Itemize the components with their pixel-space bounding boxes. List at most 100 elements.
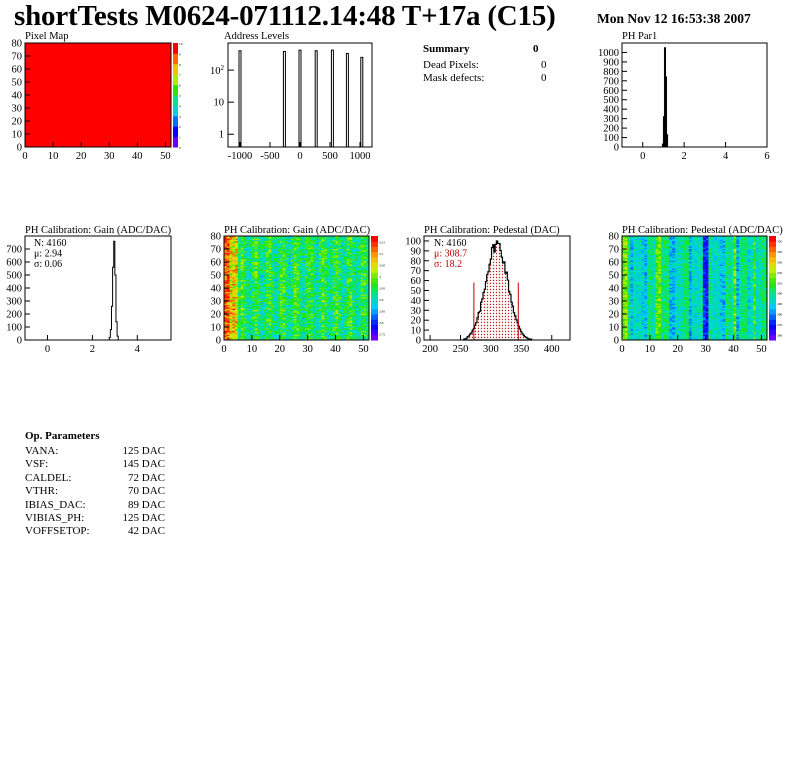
ph_gain_map-palette-cell	[371, 236, 378, 242]
page-title: shortTests M0624-071112.14:48 T+17a (C15…	[14, 0, 556, 32]
ph_pedestal_map-xtick-label: 10	[645, 344, 656, 355]
ph_pedestal_map-xtick-label: 40	[728, 344, 739, 355]
ph_gain_map-xtick-label: 50	[358, 344, 369, 355]
ph_gain_hist-ytick-label: 700	[6, 245, 22, 256]
ph_pedestal_map-xtick-label: 0	[619, 344, 624, 355]
ph_pedestal_map-palette-cell	[769, 277, 776, 284]
pixel-map-palette-cell	[173, 74, 178, 86]
ph_pedestal_map-palette-label: 330	[777, 261, 783, 265]
pixel_map-xtick-label: 0	[22, 151, 27, 162]
ph_pedestal_map-palette-cell	[769, 314, 776, 320]
pixel-map-palette-label: 5	[179, 94, 181, 98]
ph_gain_map-palette-cell	[371, 267, 378, 273]
ph_par1-xtick-label: 0	[640, 151, 645, 162]
op-param-label: VANA:	[25, 445, 59, 457]
ph_gain_map-cells	[224, 236, 370, 341]
ph_gain_map-ytick-label: 10	[211, 323, 222, 334]
op-param-value: 72 DAC	[128, 471, 165, 484]
summary-mask-defects-value: 0	[541, 72, 547, 84]
ph_pedestal_map-ytick-label: 50	[609, 271, 620, 282]
ph_gain_hist-ytick-label: 0	[17, 336, 22, 347]
pixel-map-palette-cell	[173, 105, 178, 117]
pixel-map-palette-label: 3	[179, 115, 181, 119]
op-param-label: VTHR:	[25, 485, 58, 498]
ph_par1-xtick-label: 6	[764, 151, 769, 162]
ph_pedestal_map-palette-label: 300	[777, 292, 783, 296]
ph_gain_map-palette-cell	[371, 293, 378, 299]
op-parameters-title: Op. Parameters	[25, 430, 100, 442]
ph-gain-hist-stat: μ: 2.94	[34, 249, 62, 260]
ph_pedestal_map-ytick-label: 10	[609, 323, 620, 334]
address_levels-title: Address Levels	[224, 31, 289, 42]
ph_gain_map-palette-cell	[371, 262, 378, 268]
ph_pedestal_hist-title: PH Calibration: Pedestal (DAC)	[424, 225, 560, 236]
pixel_map-title: Pixel Map	[25, 31, 68, 42]
ph_pedestal_hist-ytick-label: 20	[411, 316, 422, 327]
ph_pedestal_map-palette-cell	[769, 329, 776, 336]
ph-pedestal-hist-line	[462, 240, 533, 341]
ph_gain_map-title: PH Calibration: Gain (ADC/DAC)	[224, 225, 371, 236]
ph-gain-hist-stat: σ: 0.06	[34, 259, 62, 270]
ph_gain_map-palette-label: 2.75	[379, 333, 385, 337]
ph_pedestal_map-ytick-label: 80	[609, 232, 620, 243]
pixel_map-ytick-label: 20	[12, 117, 23, 128]
ph_gain_map-ytick-label: 20	[211, 310, 222, 321]
ph_pedestal_map-palette-label: 350	[777, 240, 783, 244]
ph_pedestal_hist-ytick-label: 90	[411, 246, 422, 257]
ph_gain_map-palette-cell	[371, 334, 378, 341]
ph-par1-bin	[666, 134, 669, 147]
op-param-row: VIBIAS_PH: 125 DAC	[25, 512, 165, 525]
ph_gain_map-palette-cell	[371, 246, 378, 253]
ph_gain_hist-ytick-label: 500	[6, 271, 22, 282]
ph_pedestal_hist-ytick-label: 50	[411, 286, 422, 297]
pixel-map-palette-cell	[173, 136, 178, 148]
ph_gain_map-xtick-label: 40	[330, 344, 341, 355]
ph_gain_map-palette-cell	[371, 251, 378, 258]
ph_pedestal_map-ytick-label: 30	[609, 297, 620, 308]
ph_pedestal_map-palette-cell	[769, 267, 776, 273]
ph_par1-ytick-label: 600	[603, 86, 619, 97]
ph_par1-ytick-label: 700	[603, 76, 619, 87]
pixel-map-palette-label: 9	[179, 52, 181, 56]
ph_pedestal_hist-ytick-label: 30	[411, 306, 422, 317]
ph_pedestal_hist-xtick-label: 350	[513, 344, 529, 355]
pixel-map-palette-cell	[173, 63, 178, 75]
ph_pedestal_map-palette-label: 290	[777, 302, 783, 306]
ph_gain_map-palette-label: 3.05	[379, 263, 385, 267]
address-levels-ytick-label: 1	[219, 130, 224, 141]
ph_gain_map-ytick-label: 0	[216, 336, 221, 347]
ph_pedestal_map-palette-cell	[769, 288, 776, 294]
ph_gain_map-palette-label: 2.95	[379, 287, 385, 291]
ph_gain_map-xtick-label: 30	[302, 344, 313, 355]
ph_gain_map-palette-label: 3.15	[379, 240, 385, 244]
pixel-map-palette-cell	[173, 126, 178, 138]
ph_pedestal_hist-xtick-label: 200	[422, 344, 438, 355]
ph_gain_hist-ytick-label: 600	[6, 258, 22, 269]
ph_gain_map-xtick-label: 20	[275, 344, 286, 355]
ph_gain_map-ytick-label: 50	[211, 271, 222, 282]
ph_par1-ytick-label: 200	[603, 124, 619, 135]
ph_gain_map-palette-label: 2.9	[379, 298, 384, 302]
ph_par1-ytick-label: 0	[614, 143, 619, 154]
ph_pedestal_map-ytick-label: 60	[609, 258, 620, 269]
ph_gain_hist-xtick-label: 0	[45, 344, 50, 355]
ph_pedestal_map-palette-cell	[769, 293, 776, 299]
ph-gain-hist-line	[108, 240, 119, 340]
pixel-map-palette-label: 2	[179, 125, 181, 129]
pixel-map-palette-cell	[173, 53, 178, 65]
ph_par1-ytick-label: 900	[603, 57, 619, 68]
address-levels-peak	[330, 49, 334, 147]
op-param-label: VIBIAS_PH:	[25, 511, 85, 524]
ph_par1-ytick-label: 500	[603, 95, 619, 106]
ph_pedestal_hist-xtick-label: 300	[483, 344, 499, 355]
ph_pedestal_map-palette-label: 320	[777, 271, 783, 275]
ph_gain_map-ytick-label: 70	[211, 245, 222, 256]
ph_gain_map-palette-cell	[371, 298, 378, 305]
ph_pedestal_map-palette-cell	[769, 308, 776, 315]
pixel-map-fill	[25, 43, 171, 147]
ph_gain_hist-ytick-label: 400	[6, 284, 22, 295]
ph_gain_hist-ytick-label: 100	[6, 323, 22, 334]
ph_gain_map-palette-label: 2.8	[379, 321, 384, 325]
ph_pedestal_hist-ytick-label: 70	[411, 266, 422, 277]
ph_par1-title: PH Par1	[622, 31, 657, 42]
